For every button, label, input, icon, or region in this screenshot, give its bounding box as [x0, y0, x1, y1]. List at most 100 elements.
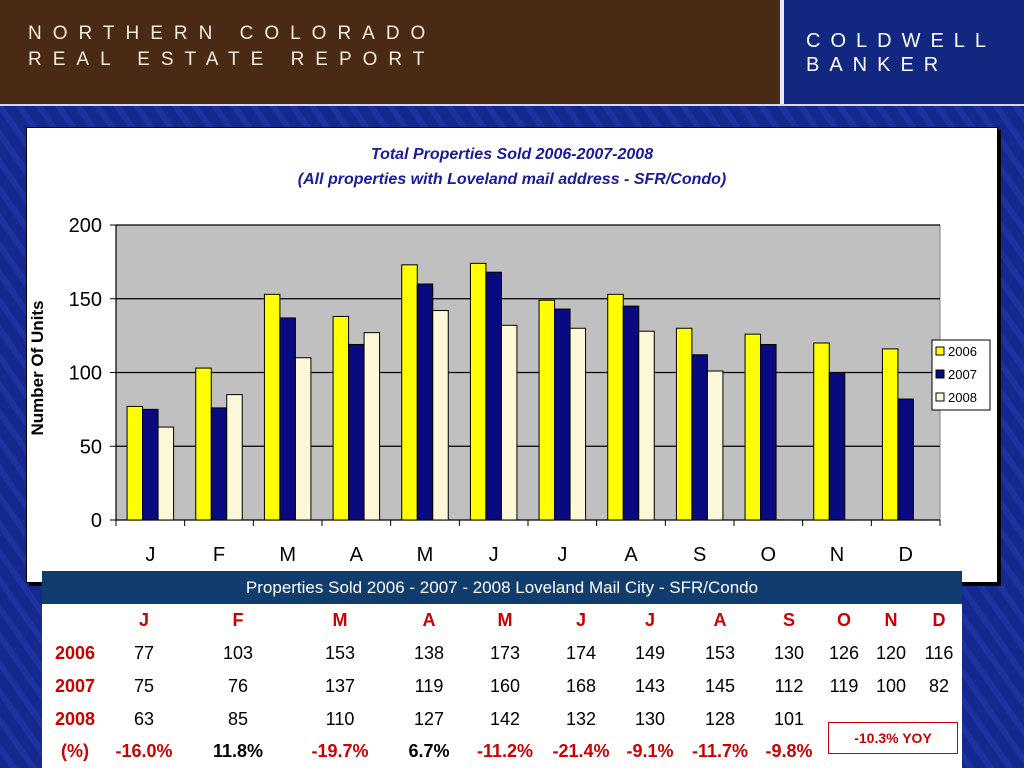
bar-2007-4: [416, 283, 434, 521]
table-cell: 137: [324, 676, 356, 696]
month-header: A: [422, 610, 436, 630]
bar-2008-8: [706, 370, 724, 521]
table-cell: 153: [324, 643, 356, 663]
x-tick-label: O: [761, 544, 777, 566]
bar-2007-0: [142, 408, 159, 521]
legend-label-2006: 2006: [948, 344, 977, 359]
table-cell: 76: [227, 676, 249, 696]
bar-2008-1: [226, 394, 243, 521]
month-header: S: [782, 610, 795, 630]
header-divider: [780, 0, 784, 104]
y-axis-title: Number Of Units: [28, 300, 47, 436]
month-header: M: [332, 610, 348, 630]
table-cell: 77: [133, 643, 155, 663]
table-cell: 168: [565, 676, 597, 696]
pct-cell: -11.2%: [476, 741, 534, 761]
table-cell: 149: [634, 643, 666, 663]
x-tick-label: M: [279, 544, 296, 566]
y-tick-label: 100: [69, 363, 102, 385]
bar-2006-2: [263, 293, 281, 521]
brand-name-line2: BANKER: [806, 54, 949, 76]
table-cell: 116: [924, 643, 954, 663]
legend-swatch-2006: [935, 346, 945, 356]
legend-swatch-2008: [935, 392, 945, 402]
header-banner: [0, 0, 780, 104]
legend-swatch-2007: [935, 369, 945, 379]
pct-cell: -9.1%: [626, 741, 674, 761]
x-tick-label: J: [557, 544, 567, 566]
bar-2006-1: [195, 367, 212, 521]
bar-2006-6: [538, 299, 556, 521]
bar-2008-6: [569, 327, 587, 521]
month-header: J: [138, 610, 149, 630]
x-tick-label: N: [830, 544, 844, 566]
bar-2007-2: [279, 317, 296, 521]
table-cell: 132: [565, 709, 597, 729]
row-label-pct: (%): [61, 741, 89, 761]
table-cell: 85: [227, 709, 249, 729]
table-cell: 145: [704, 676, 736, 696]
data-table: Properties Sold 2006 - 2007 - 2008 Lovel…: [42, 571, 962, 768]
table-cell: 119: [829, 676, 859, 696]
y-tick-label: 50: [80, 436, 102, 458]
pct-cell: 11.8%: [212, 741, 264, 761]
bar-2006-0: [126, 405, 144, 521]
table-cell: 174: [565, 643, 597, 663]
pct-cell: -11.7%: [691, 741, 749, 761]
table-cell: 75: [133, 676, 155, 696]
bar-2008-4: [432, 310, 449, 521]
chart-title: Total Properties Sold 2006-2007-2008: [370, 146, 654, 163]
y-tick-label: 200: [69, 215, 102, 237]
row-label-2007: 2007: [54, 676, 96, 696]
x-tick-label: M: [417, 544, 434, 566]
bar-2007-6: [554, 308, 571, 521]
bar-2007-5: [485, 271, 502, 521]
y-tick-label: 0: [91, 510, 102, 532]
month-header: J: [575, 610, 586, 630]
table-cell: 63: [133, 709, 155, 729]
pct-cell: -21.4%: [552, 741, 610, 761]
table-cell: 112: [774, 676, 804, 696]
month-header: F: [232, 610, 244, 630]
month-header: M: [497, 610, 513, 630]
table-cell: 120: [875, 643, 907, 663]
x-tick-label: F: [213, 544, 225, 566]
table-cell: 160: [489, 676, 521, 696]
table-cell: 138: [413, 643, 445, 663]
table-cell: 126: [828, 643, 860, 663]
x-tick-label: A: [350, 544, 364, 566]
table-cell: 127: [413, 709, 445, 729]
bar-2007-7: [622, 305, 640, 521]
report-title-line1: NORTHERN COLORADO: [28, 23, 437, 44]
y-tick-label: 150: [69, 289, 102, 311]
table-title: Properties Sold 2006 - 2007 - 2008 Lovel…: [42, 571, 962, 604]
table-cell: 130: [773, 643, 805, 663]
report-title-line2: REAL ESTATE REPORT: [28, 49, 436, 70]
table-cell: 82: [928, 676, 950, 696]
bar-2007-8: [691, 354, 708, 521]
bar-chart: 0 50 100 150 200 J F M A M J J A S O N D 2006 2007 2008: [69, 215, 991, 566]
x-tick-label: D: [898, 544, 912, 566]
yoy-badge: -10.3% YOY: [828, 722, 958, 754]
legend-label-2007: 2007: [948, 367, 977, 382]
header-rule: [0, 104, 1024, 106]
bar-2006-3: [332, 315, 350, 521]
month-header: J: [644, 610, 655, 630]
bar-2008-7: [638, 330, 655, 521]
table-cell: 101: [773, 709, 805, 729]
bar-2006-10: [813, 342, 830, 521]
month-header: O: [836, 610, 851, 630]
bar-2006-8: [675, 327, 693, 521]
bar-2008-2: [294, 357, 312, 521]
x-tick-label: J: [145, 544, 155, 566]
x-tick-label: S: [693, 544, 706, 566]
table-cell: 153: [704, 643, 736, 663]
bar-2008-3: [363, 332, 381, 521]
month-header: N: [884, 610, 898, 630]
pct-cell: -19.7%: [311, 741, 369, 761]
bar-2007-3: [348, 343, 365, 521]
row-label-2008: 2008: [54, 709, 96, 729]
chart-panel: Total Properties Sold 2006-2007-2008 (Al…: [26, 127, 998, 583]
bar-2008-5: [500, 324, 518, 521]
table-cell: 143: [634, 676, 666, 696]
